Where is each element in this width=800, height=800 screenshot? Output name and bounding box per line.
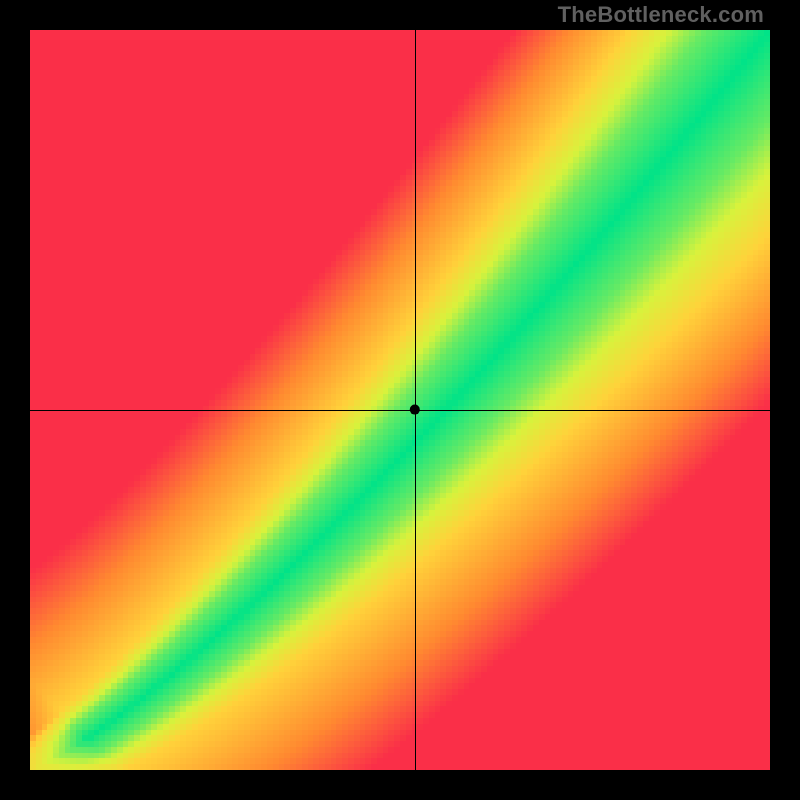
heatmap-plot (30, 30, 770, 770)
watermark-text: TheBottleneck.com (558, 2, 764, 28)
chart-container: TheBottleneck.com (0, 0, 800, 800)
heatmap-canvas (30, 30, 770, 770)
